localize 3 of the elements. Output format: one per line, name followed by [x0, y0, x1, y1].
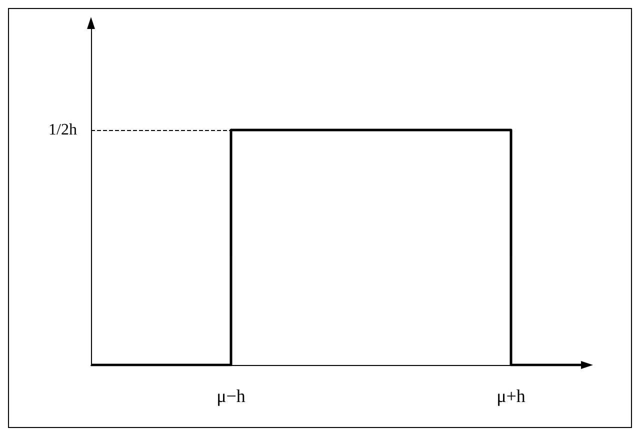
x-tick-label: μ−h: [216, 386, 246, 406]
x-tick-label: μ+h: [496, 386, 526, 406]
ref-line-label: 1/2h: [48, 122, 77, 139]
